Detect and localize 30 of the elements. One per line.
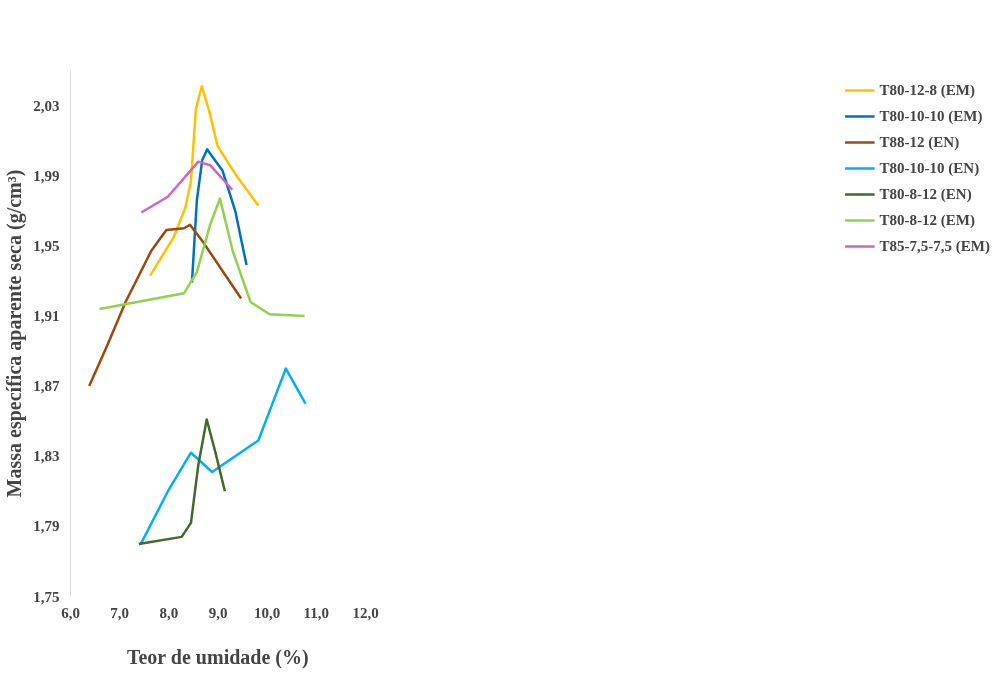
y-tick-label: 2,03 — [33, 97, 60, 114]
line-series — [137, 418, 227, 546]
legend-label: T88-12 (EN) — [879, 133, 960, 151]
x-tick-label: 10,0 — [254, 604, 281, 621]
y-tick-label: 1,79 — [33, 518, 60, 535]
x-tick-label: 12,0 — [352, 604, 379, 621]
legend-label: T80-10-10 (EM) — [879, 107, 983, 125]
y-tick-label: 1,87 — [33, 378, 60, 395]
legend-label: T80-8-12 (EM) — [879, 211, 975, 229]
x-tick-label: 8,0 — [159, 604, 179, 621]
legend-label: T80-8-12 (EN) — [879, 185, 972, 203]
x-tick-label: 11,0 — [303, 604, 330, 621]
x-axis-title: Teor de umidade (%) — [126, 645, 309, 669]
x-tick-label: 6,0 — [61, 604, 80, 621]
x-tick-label: 7,0 — [110, 604, 130, 621]
y-axis-title: Massa específica aparente seca (g/cm³) — [3, 169, 27, 498]
line-series — [148, 85, 260, 277]
y-tick-label: 1,75 — [33, 588, 60, 605]
legend-label: T80-10-10 (EN) — [879, 159, 980, 177]
x-tick-label: 9,0 — [208, 604, 228, 621]
legend-label: T80-12-8 (EM) — [879, 81, 975, 99]
y-tick-label: 1,83 — [33, 448, 60, 465]
line-series — [87, 223, 243, 388]
line-series — [140, 160, 234, 214]
y-tick-label: 1,95 — [33, 237, 60, 254]
line-series — [190, 148, 248, 284]
legend-label: T85-7,5-7,5 (EM) — [879, 237, 990, 255]
line-series — [98, 197, 306, 318]
y-tick-label: 1,91 — [33, 307, 60, 324]
y-tick-label: 1,99 — [33, 167, 60, 184]
